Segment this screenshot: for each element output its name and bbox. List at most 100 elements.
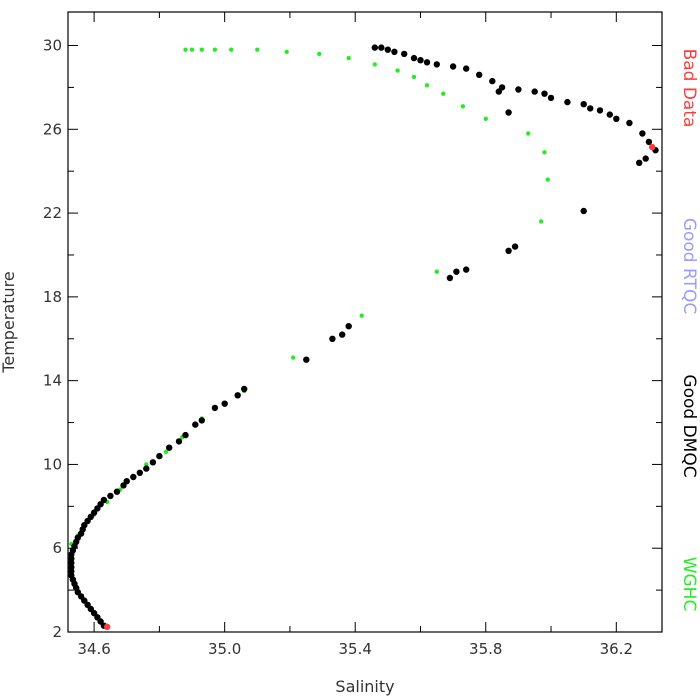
legend-label-good-rtqc: Good RTQC	[679, 218, 699, 314]
y-tick-label: 30	[43, 37, 62, 55]
point-wghc	[317, 51, 322, 57]
point-good-dmqc	[303, 356, 310, 363]
point-good-dmqc	[645, 138, 653, 146]
point-good-dmqc	[136, 469, 143, 476]
point-good-dmqc	[113, 488, 121, 495]
point-good-dmqc	[489, 77, 496, 85]
point-good-dmqc	[100, 496, 108, 504]
point-good-dmqc	[433, 61, 440, 68]
point-good-dmqc	[221, 400, 228, 407]
point-good-dmqc	[156, 452, 163, 460]
axis-ticks	[68, 12, 662, 633]
y-axis-title: Temperature	[0, 271, 18, 373]
point-good-dmqc	[345, 323, 352, 330]
y-tick-label: 18	[43, 288, 62, 306]
point-good-dmqc	[642, 155, 649, 162]
point-wghc	[542, 150, 547, 155]
x-tick-label: 35.4	[339, 640, 372, 658]
point-wghc	[424, 83, 430, 88]
point-wghc	[291, 355, 296, 360]
point-good-dmqc	[143, 465, 150, 472]
point-good-dmqc	[463, 65, 470, 72]
point-wghc	[483, 116, 488, 122]
point-good-dmqc	[547, 94, 555, 102]
point-good-dmqc	[580, 207, 587, 215]
point-good-dmqc	[613, 115, 620, 123]
point-good-dmqc	[587, 105, 594, 112]
point-wghc	[229, 47, 234, 52]
point-good-dmqc	[453, 268, 460, 275]
y-tick-label: 2	[52, 623, 62, 641]
point-good-dmqc	[175, 438, 183, 445]
point-wghc	[460, 104, 466, 109]
point-good-dmqc	[515, 86, 522, 93]
point-good-dmqc	[384, 46, 391, 53]
point-good-dmqc	[192, 421, 199, 428]
point-bad-data	[104, 623, 111, 630]
point-wghc	[411, 74, 417, 80]
point-good-dmqc	[511, 243, 519, 250]
point-good-dmqc	[636, 159, 643, 166]
x-tick-label: 34.6	[77, 640, 110, 658]
point-wghc	[545, 177, 550, 182]
point-wghc	[199, 47, 204, 52]
point-good-dmqc	[211, 404, 219, 412]
point-wghc	[372, 62, 377, 67]
point-good-dmqc	[378, 44, 385, 51]
point-good-dmqc	[339, 331, 346, 338]
point-wghc	[255, 47, 260, 52]
point-good-dmqc	[130, 473, 137, 481]
point-good-dmqc	[391, 48, 398, 55]
point-wghc	[183, 47, 188, 52]
point-wghc	[539, 219, 544, 224]
point-wghc	[526, 131, 531, 136]
legend-label-wghc: WGHC	[679, 557, 699, 612]
x-tick-label: 36.2	[600, 640, 633, 658]
point-good-dmqc	[123, 478, 130, 485]
point-wghc	[441, 91, 446, 96]
point-good-dmqc	[446, 274, 454, 282]
point-wghc	[163, 449, 169, 455]
y-tick-label: 22	[43, 204, 62, 222]
point-wghc	[189, 47, 195, 52]
point-wghc	[144, 462, 149, 467]
y-tick-label: 26	[43, 120, 62, 138]
point-good-dmqc	[505, 247, 512, 254]
y-tick-label: 10	[43, 455, 62, 473]
point-wghc	[284, 49, 289, 54]
point-wghc	[346, 55, 351, 61]
y-tick-label: 6	[52, 539, 62, 557]
x-tick-labels: 34.6 35.0 35.4 35.8 36.2	[77, 640, 633, 658]
point-good-dmqc	[626, 119, 633, 127]
point-good-dmqc	[149, 459, 157, 466]
point-good-dmqc	[234, 392, 241, 399]
point-good-dmqc	[449, 63, 457, 70]
point-good-dmqc	[198, 417, 205, 424]
point-good-dmqc	[596, 107, 604, 114]
point-good-dmqc	[166, 444, 173, 451]
x-tick-label: 35.0	[208, 640, 241, 658]
point-good-dmqc	[476, 71, 483, 79]
point-wghc	[395, 68, 400, 73]
point-wghc	[434, 269, 439, 274]
y-tick-label: 14	[43, 372, 62, 390]
x-tick-label: 35.8	[469, 640, 502, 658]
point-good-dmqc	[371, 44, 378, 51]
point-bad-data	[649, 143, 656, 151]
legend-label-bad-data: Bad Data	[679, 49, 699, 128]
point-good-dmqc	[107, 492, 114, 500]
point-good-dmqc	[531, 88, 538, 95]
legend-label-good-dmqc: Good DMQC	[679, 374, 699, 477]
point-wghc	[212, 47, 218, 52]
point-good-dmqc	[564, 98, 571, 106]
point-wghc	[359, 313, 364, 318]
point-good-dmqc	[241, 385, 248, 393]
point-good-dmqc	[182, 431, 189, 439]
point-good-dmqc	[410, 54, 418, 62]
point-good-dmqc	[606, 111, 613, 118]
point-good-dmqc	[505, 109, 512, 116]
point-good-dmqc	[639, 130, 646, 137]
point-good-dmqc	[417, 57, 424, 64]
